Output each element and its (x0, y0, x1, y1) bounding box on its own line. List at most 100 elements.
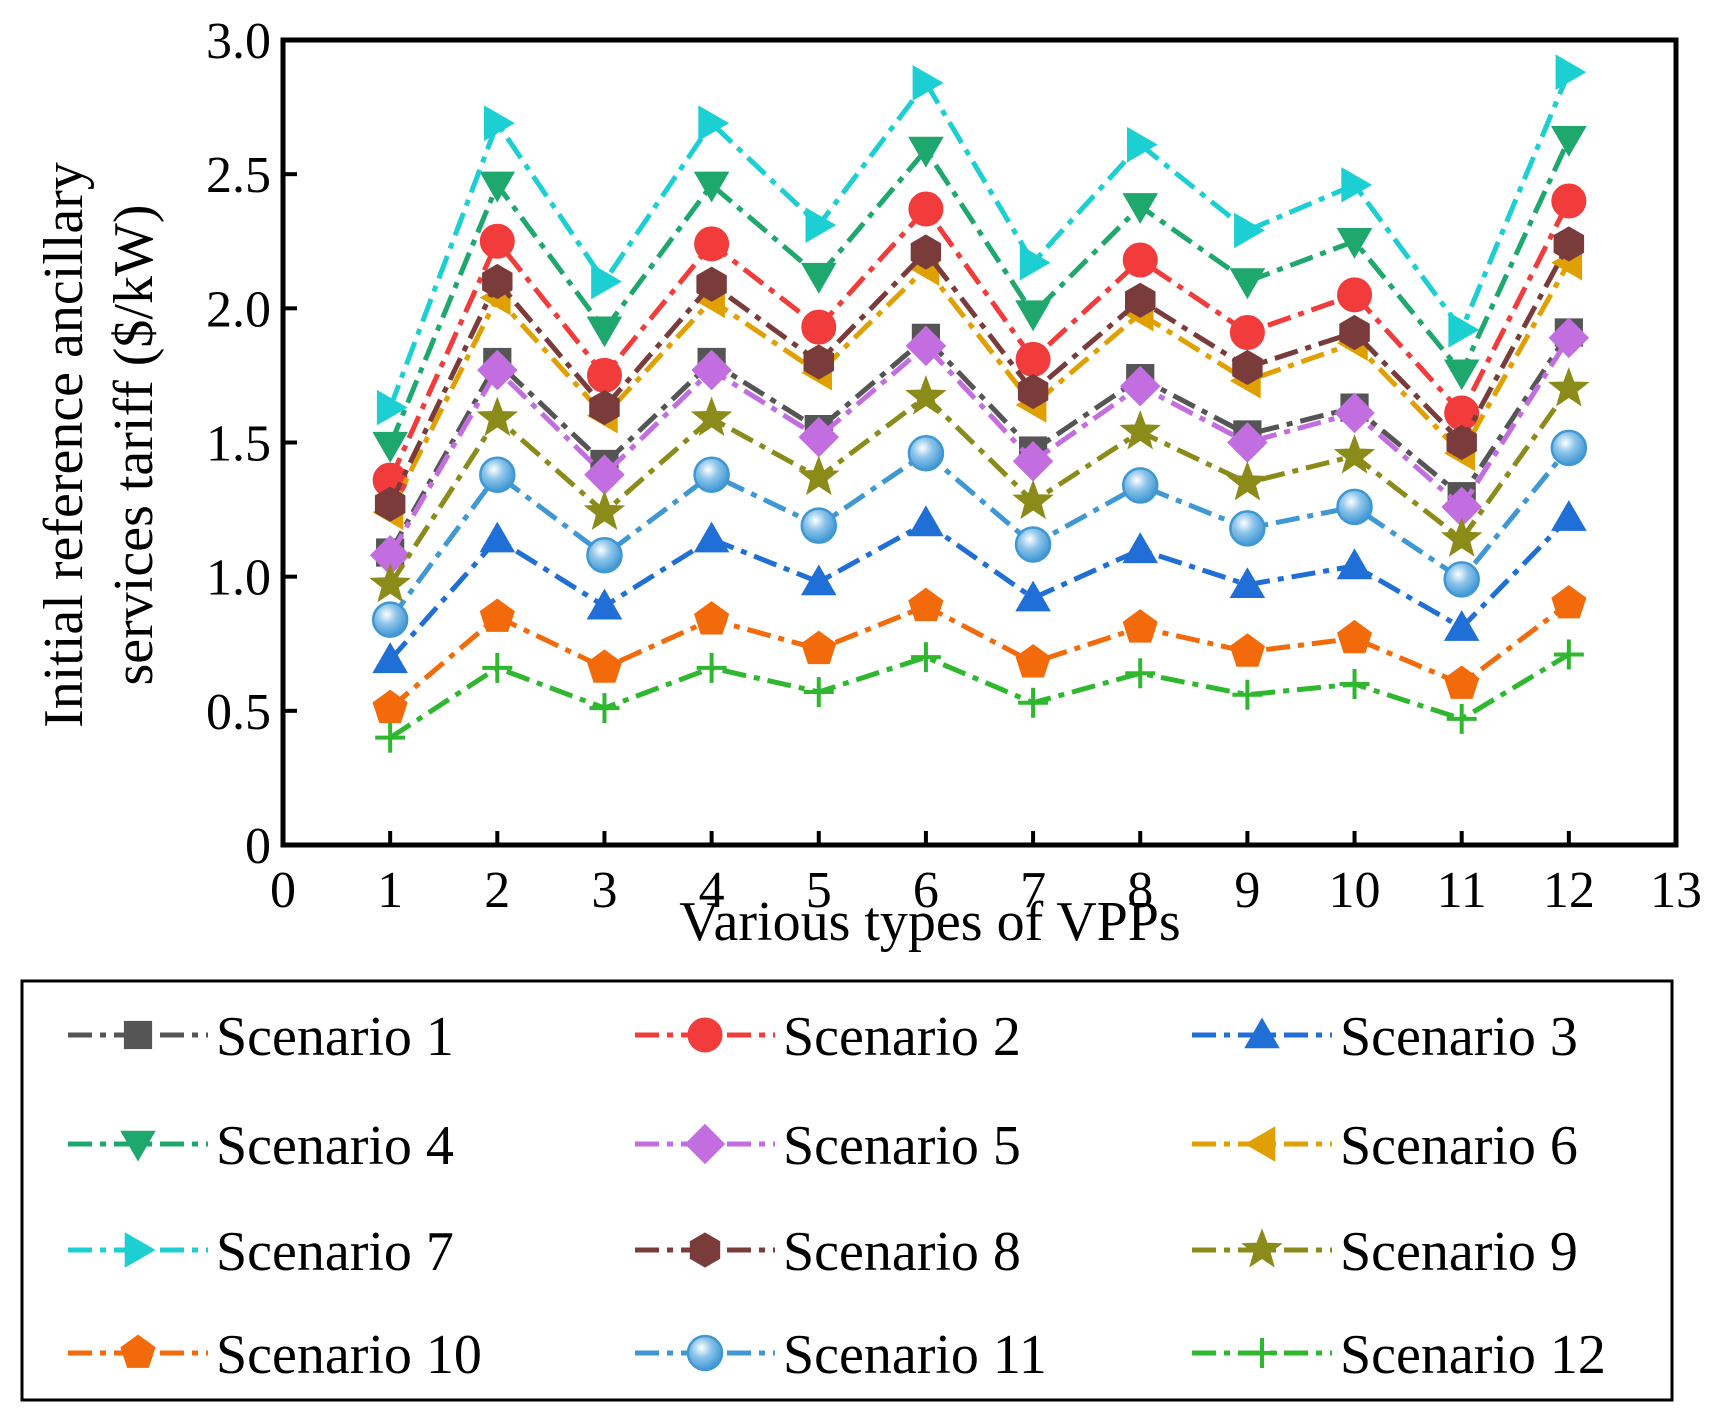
series-line (388, 515, 1571, 662)
y-tick-label: 2.0 (206, 281, 271, 338)
data-point (694, 226, 730, 262)
data-point (1336, 228, 1373, 259)
data-point (479, 223, 515, 259)
data-point (801, 630, 837, 665)
data-point (479, 171, 516, 203)
legend-marker (1244, 1126, 1276, 1162)
legend-item-scenario-4: Scenario 4 (68, 1115, 454, 1177)
x-tick-label: 4 (699, 862, 725, 919)
legend-item-scenario-6: Scenario 6 (1192, 1115, 1578, 1177)
data-point (1232, 679, 1263, 710)
data-point (690, 396, 733, 437)
legend-label: Scenario 3 (1340, 1006, 1578, 1068)
legend-item-scenario-3: Scenario 3 (1192, 1006, 1578, 1068)
series-scenario-12 (375, 639, 1584, 753)
data-point (586, 536, 623, 574)
data-point (479, 521, 516, 553)
series-scenario-9 (369, 366, 1590, 603)
data-point (1125, 658, 1156, 689)
data-point (1234, 212, 1265, 249)
data-point (1339, 669, 1370, 699)
y-tick-label: 3.0 (206, 13, 271, 70)
data-point (1444, 395, 1480, 431)
data-point (1121, 467, 1159, 504)
data-point (1122, 532, 1159, 564)
data-point (1550, 429, 1588, 467)
series-line (388, 387, 1571, 587)
data-point (798, 455, 840, 496)
x-tick-label: 2 (484, 862, 510, 919)
data-point (1337, 619, 1373, 654)
legend-label: Scenario 6 (1340, 1115, 1578, 1177)
series-scenario-7 (376, 54, 1587, 426)
data-point (1551, 500, 1587, 531)
data-point (1444, 665, 1480, 699)
data-point (484, 105, 515, 141)
legend-item-scenario-7: Scenario 7 (68, 1221, 454, 1283)
data-point (586, 588, 623, 620)
data-point (1015, 300, 1051, 332)
data-point (372, 431, 408, 463)
series-scenario-2 (372, 183, 1587, 498)
data-point (801, 309, 837, 345)
series-scenario-4 (372, 126, 1587, 463)
data-point (1125, 282, 1156, 318)
data-point (910, 642, 941, 673)
data-point (372, 689, 408, 724)
legend-marker (684, 1123, 726, 1165)
data-point (800, 564, 837, 596)
x-tick-label: 12 (1543, 862, 1595, 919)
data-point (1229, 633, 1265, 667)
data-point (1229, 268, 1266, 300)
series-scenario-10 (372, 584, 1587, 724)
data-point (1551, 183, 1587, 219)
data-point (691, 349, 732, 391)
data-point (693, 521, 730, 553)
data-point (908, 587, 944, 622)
data-point (1127, 126, 1158, 163)
x-tick-label: 5 (806, 862, 832, 919)
data-point (586, 357, 622, 393)
x-tick-label: 7 (1020, 862, 1046, 919)
legend-label: Scenario 4 (216, 1115, 454, 1177)
y-tick-label: 1.5 (206, 416, 271, 473)
x-tick-label: 11 (1437, 862, 1487, 919)
legend-item-scenario-8: Scenario 8 (635, 1221, 1021, 1283)
data-point (912, 65, 944, 101)
legend-marker (689, 1232, 721, 1268)
legend-label: Scenario 9 (1340, 1221, 1578, 1283)
data-point (694, 601, 730, 635)
legend-marker (687, 1017, 723, 1053)
y-axis: 0 0.5 1.0 1.5 2.0 2.5 3.0 (206, 13, 297, 875)
data-point (1015, 644, 1051, 678)
data-point (800, 262, 837, 294)
data-point (482, 263, 513, 300)
data-point (372, 642, 408, 674)
data-point (1440, 517, 1483, 557)
data-point (376, 389, 408, 426)
data-point (586, 316, 623, 348)
x-axis: 0 1 2 3 4 5 6 7 8 9 10 11 12 13 (270, 831, 1702, 919)
x-tick-label: 13 (1650, 862, 1702, 919)
x-tick-label: 6 (913, 862, 939, 919)
data-point (1548, 366, 1590, 407)
data-point (479, 598, 515, 632)
legend-label: Scenario 11 (783, 1324, 1047, 1386)
legend-marker (686, 1334, 724, 1372)
legend-marker (123, 1020, 153, 1050)
series-line (387, 199, 1572, 482)
series-line (387, 71, 1572, 409)
legend-marker (1247, 1338, 1277, 1368)
data-point (1446, 703, 1477, 734)
data-point (1229, 567, 1266, 598)
data-point (1443, 359, 1480, 391)
data-point (1226, 460, 1269, 501)
data-point (1443, 610, 1480, 641)
legend-marker (1241, 1228, 1283, 1268)
series-scenario-3 (372, 500, 1587, 674)
data-point (1336, 548, 1373, 580)
data-point (589, 390, 620, 426)
data-point (1553, 639, 1584, 670)
series-scenario-6 (372, 244, 1583, 531)
data-point (1341, 167, 1373, 203)
